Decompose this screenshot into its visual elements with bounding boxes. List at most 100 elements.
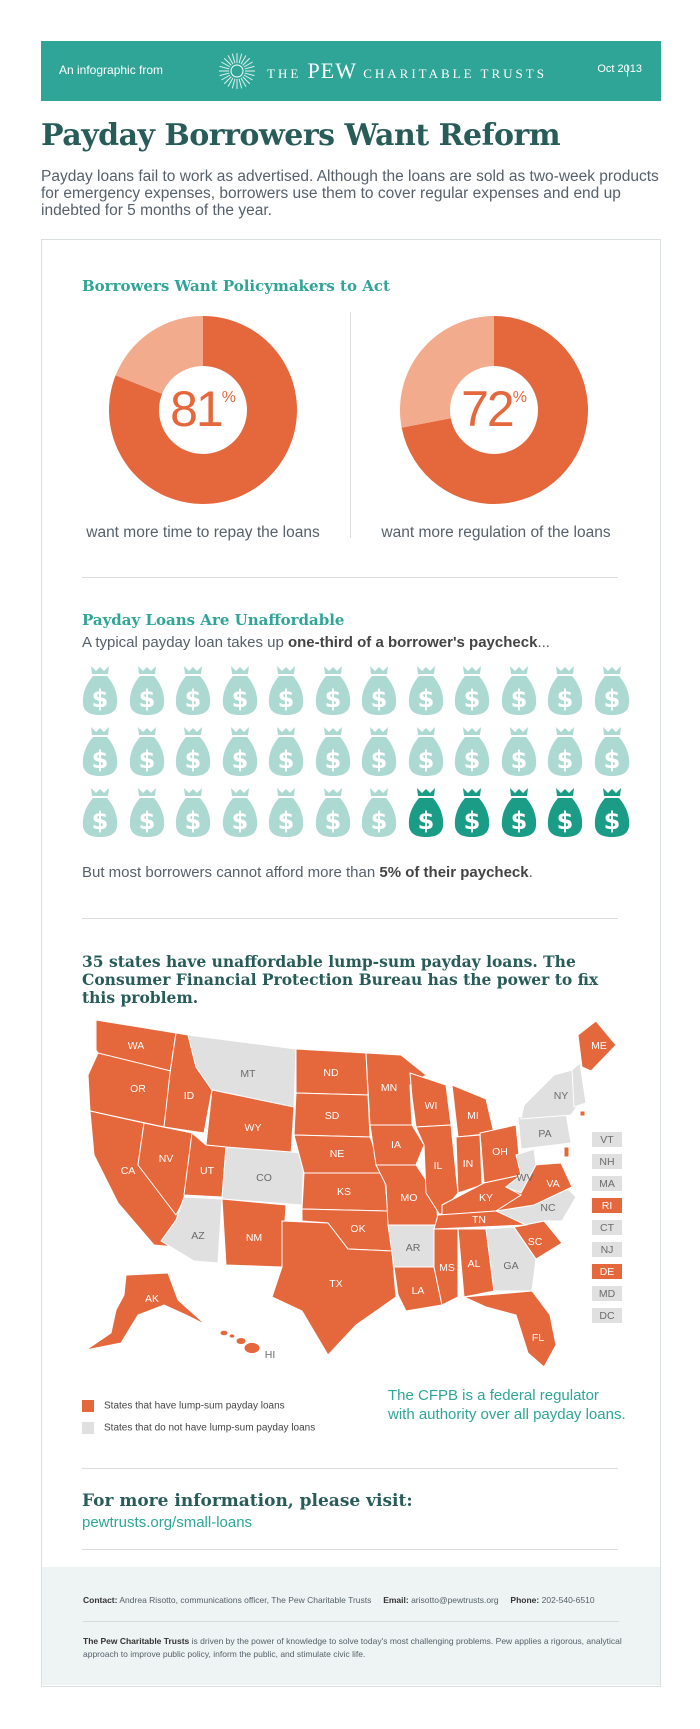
svg-text:$: $ bbox=[464, 746, 481, 774]
footer: Contact: Andrea Risotto, communications … bbox=[42, 1567, 660, 1685]
donut-value-repay: 81% bbox=[170, 381, 236, 437]
footer-contact: Contact: Andrea Risotto, communications … bbox=[83, 1595, 595, 1605]
page-title: Payday Borrowers Want Reform bbox=[41, 118, 561, 153]
state-hi-island bbox=[235, 1337, 247, 1345]
donut-repay-hole bbox=[159, 366, 247, 454]
donut-caption-regulation: want more regulation of the loans bbox=[381, 524, 611, 541]
callout-box-ct bbox=[592, 1220, 622, 1235]
state-label-az: AZ bbox=[191, 1230, 205, 1242]
svg-text:$: $ bbox=[324, 746, 341, 774]
svg-text:$: $ bbox=[417, 685, 434, 713]
divider-4 bbox=[82, 1549, 618, 1550]
donut-chart-regulation: 72% bbox=[400, 316, 588, 504]
money-bag-icon: $ bbox=[82, 786, 118, 838]
state-label-ca: CA bbox=[121, 1165, 136, 1177]
svg-text:$: $ bbox=[510, 807, 527, 835]
money-bag-icon: $ bbox=[82, 725, 118, 777]
callout-label-md: MD bbox=[599, 1288, 616, 1300]
intro-paragraph: Payday loans fail to work as advertised.… bbox=[41, 168, 659, 219]
svg-text:$: $ bbox=[138, 807, 155, 835]
state-label-mn: MN bbox=[381, 1082, 397, 1094]
callout-label-de: DE bbox=[600, 1266, 615, 1278]
header-intro: An infographic from bbox=[59, 63, 164, 77]
header-date: Oct 2013 bbox=[597, 63, 642, 75]
state-label-al: AL bbox=[468, 1258, 481, 1270]
legend-none: States that do not have lump-sum payday … bbox=[82, 1422, 315, 1434]
donut-caption-repay: want more time to repay the loans bbox=[86, 524, 320, 541]
affordability-text: But most borrowers cannot afford more th… bbox=[82, 864, 533, 881]
header-separator: | bbox=[626, 63, 630, 77]
state-label-sc: SC bbox=[528, 1236, 543, 1248]
footer-about: The Pew Charitable Trusts is driven by t… bbox=[83, 1636, 622, 1659]
money-bag-icon: $ bbox=[222, 664, 258, 716]
svg-text:$: $ bbox=[510, 746, 527, 774]
money-bag-icon-dark: $ bbox=[408, 786, 444, 838]
money-bag-icon: $ bbox=[129, 786, 165, 838]
state-label-mi: MI bbox=[467, 1110, 479, 1122]
svg-text:$: $ bbox=[371, 807, 388, 835]
money-bag-icon: $ bbox=[175, 786, 211, 838]
money-bag-icon: $ bbox=[594, 664, 630, 716]
svg-text:$: $ bbox=[510, 685, 527, 713]
state-label-ar: AR bbox=[406, 1242, 421, 1254]
state-label-va: VA bbox=[546, 1178, 559, 1190]
header-brand: THE PEW CHARITABLE TRUSTS bbox=[267, 58, 547, 83]
state-wv bbox=[505, 1148, 537, 1194]
state-label-pa: PA bbox=[538, 1128, 551, 1140]
state-label-nm: NM bbox=[246, 1232, 262, 1244]
donut-value-regulation: 72% bbox=[461, 381, 527, 437]
state-label-in: IN bbox=[463, 1158, 474, 1170]
callout-box-dc bbox=[592, 1308, 622, 1323]
money-bag-icon: $ bbox=[268, 725, 304, 777]
svg-text:$: $ bbox=[138, 685, 155, 713]
money-bag-icon: $ bbox=[408, 725, 444, 777]
legend-swatch-lump bbox=[82, 1400, 94, 1412]
state-va bbox=[495, 1162, 573, 1212]
state-label-sd: SD bbox=[325, 1110, 340, 1122]
footer-email[interactable]: arisotto@pewtrusts.org bbox=[411, 1595, 499, 1605]
money-bag-icon: $ bbox=[82, 664, 118, 716]
state-la bbox=[393, 1266, 443, 1312]
svg-text:$: $ bbox=[278, 746, 295, 774]
svg-text:$: $ bbox=[557, 746, 574, 774]
divider-1 bbox=[82, 577, 618, 578]
donut-regulation-hole bbox=[450, 366, 538, 454]
state-label-oh: OH bbox=[492, 1146, 508, 1158]
callout-box-ri bbox=[592, 1198, 622, 1213]
svg-text:$: $ bbox=[464, 685, 481, 713]
paycheck-share-text: A typical payday loan takes up one-third… bbox=[82, 634, 550, 651]
divider-3 bbox=[82, 1468, 618, 1469]
state-label-fl: FL bbox=[532, 1332, 544, 1344]
header-banner: An infographic from THE PEW CHARITABLE T… bbox=[41, 41, 661, 101]
callout-label-dc: DC bbox=[599, 1310, 615, 1322]
state-label-ky: KY bbox=[479, 1192, 493, 1204]
legend-swatch-none bbox=[82, 1422, 94, 1434]
svg-text:$: $ bbox=[324, 685, 341, 713]
donut-svg-regulation bbox=[400, 316, 588, 504]
money-bag-icon: $ bbox=[361, 725, 397, 777]
cfpb-note: The CFPB is a federal regulator with aut… bbox=[388, 1387, 626, 1423]
state-label-hi: HI bbox=[265, 1349, 276, 1361]
more-info-link[interactable]: pewtrusts.org/small-loans bbox=[82, 1514, 253, 1531]
state-label-tn: TN bbox=[472, 1214, 486, 1226]
state-label-ia: IA bbox=[391, 1139, 401, 1151]
state-label-ks: KS bbox=[337, 1186, 351, 1198]
svg-text:$: $ bbox=[278, 807, 295, 835]
callout-box-nj bbox=[592, 1242, 622, 1257]
money-bag-icon: $ bbox=[129, 664, 165, 716]
state-label-wi: WI bbox=[425, 1100, 438, 1112]
state-label-mt: MT bbox=[240, 1068, 256, 1080]
callout-label-nj: NJ bbox=[601, 1244, 614, 1256]
state-label-ak: AK bbox=[145, 1293, 159, 1305]
state-label-ut: UT bbox=[200, 1165, 215, 1177]
svg-text:$: $ bbox=[185, 685, 202, 713]
money-bag-icon: $ bbox=[454, 664, 490, 716]
callout-label-nh: NH bbox=[599, 1156, 614, 1168]
svg-text:$: $ bbox=[92, 685, 109, 713]
svg-text:$: $ bbox=[371, 685, 388, 713]
money-bag-icon: $ bbox=[408, 664, 444, 716]
money-bag-icon: $ bbox=[222, 786, 258, 838]
state-label-ny: NY bbox=[554, 1090, 569, 1102]
callout-box-nh bbox=[592, 1154, 622, 1169]
state-label-mo: MO bbox=[401, 1192, 418, 1204]
